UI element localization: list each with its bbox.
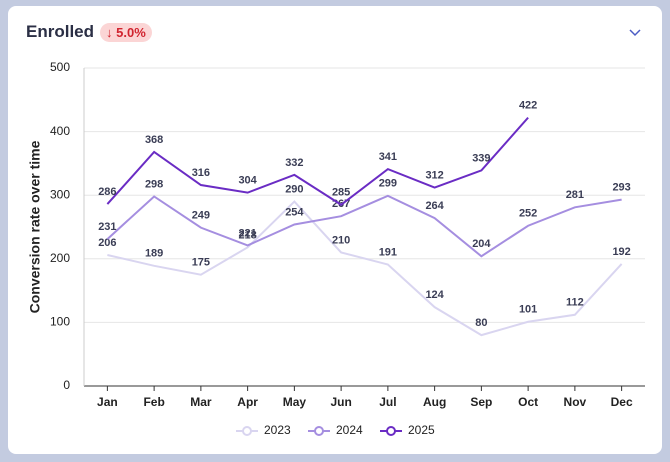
x-tick-label: Aug [423,395,446,409]
x-tick-label: Sep [470,395,492,409]
y-tick-label: 200 [50,251,70,265]
y-tick-label: 400 [50,124,70,138]
data-label: 218 [238,229,256,241]
data-label: 341 [379,151,397,163]
y-tick-label: 300 [50,187,70,201]
series-line [106,116,529,206]
legend-label: 2023 [264,423,291,437]
x-tick-label: Dec [611,395,633,409]
data-label: 299 [379,178,397,190]
card-title: Enrolled [26,22,95,41]
data-label: 101 [519,304,537,316]
header: Enrolled ↓ 5.0% [26,22,152,42]
data-label: 339 [472,152,490,164]
legend-marker [386,426,396,436]
x-tick-label: Feb [143,395,164,409]
legend-label: 2025 [408,423,435,437]
series-line [107,200,623,337]
data-label: 316 [192,167,210,179]
data-label: 252 [519,208,537,220]
data-label: 290 [285,183,303,195]
legend-marker [242,426,252,436]
collapse-chevron[interactable] [629,29,641,37]
y-tick-label: 500 [50,60,70,74]
data-label: 210 [332,234,350,246]
data-label: 332 [285,157,303,169]
data-label: 112 [566,297,584,309]
y-tick-label: 0 [63,378,70,392]
data-label: 221 [238,227,256,239]
data-label: 285 [332,187,350,199]
data-label: 293 [612,182,630,194]
data-label: 231 [98,221,116,233]
x-tick-label: Nov [564,395,587,409]
x-tick-label: Mar [190,395,212,409]
x-tick-label: Jul [379,395,396,409]
data-label: 298 [145,178,163,190]
data-label: 264 [425,200,444,212]
data-label: 80 [475,317,487,329]
data-label: 286 [98,186,116,198]
data-label: 189 [145,248,163,260]
data-label: 312 [425,169,443,181]
x-tick-label: Apr [237,395,258,409]
data-label: 192 [612,246,630,258]
data-label: 281 [566,189,584,201]
y-axis-label: Conversion rate over time [27,140,43,313]
x-tick-label: May [283,395,307,409]
data-label: 422 [519,100,537,112]
legend-marker [314,426,324,436]
data-label: 124 [425,289,444,301]
data-label: 249 [192,210,210,222]
data-label: 204 [472,238,491,250]
data-label: 254 [285,206,304,218]
y-tick-label: 100 [50,315,70,329]
x-tick-label: Jun [330,395,351,409]
data-label: 191 [379,246,397,258]
series-line [106,194,622,258]
data-label: 175 [192,257,210,269]
x-tick-label: Oct [518,395,538,409]
x-tick-label: Jan [97,395,118,409]
data-label: 368 [145,134,163,146]
change-badge: ↓ 5.0% [100,22,152,42]
data-label: 304 [238,175,257,187]
data-label: 206 [98,237,116,249]
legend-label: 2024 [336,423,363,437]
